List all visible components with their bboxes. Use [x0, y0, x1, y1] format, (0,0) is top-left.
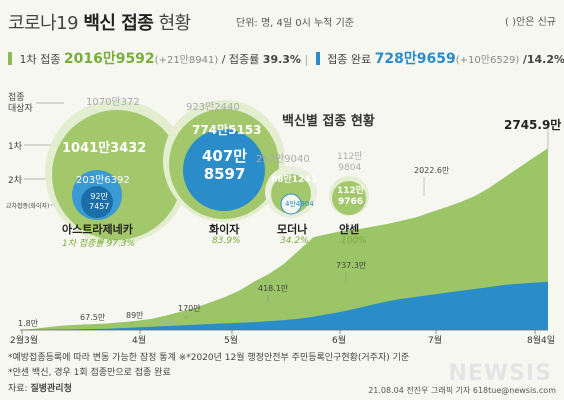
footnote-2: *얀센 백신, 경우 1회 접종만으로 접종 완료	[8, 368, 171, 378]
pfizer-second-value: 407만 8597	[202, 147, 248, 183]
page-title: 코로나19 백신 접종 현황	[8, 13, 191, 34]
full-dose-area	[20, 281, 548, 330]
az-first-value: 1041만3432	[62, 141, 147, 156]
annotation-label: 418.1만	[258, 284, 289, 293]
janssen-first-value: 112만 9766	[337, 186, 365, 207]
source-line: 자료: 질병관리청	[8, 384, 72, 394]
summary-line: 1차 접종 2016만9592(+21만8941) / 접종률 39.3% | …	[8, 48, 564, 68]
janssen-first-bubble	[332, 181, 366, 215]
moderna-second-value: 4만4904	[285, 200, 314, 208]
first-dose-label: 1차 접종	[19, 53, 61, 66]
x-tick-label: 8월4일	[527, 336, 556, 346]
first-dose-marker	[8, 52, 12, 65]
pfizer-rate: 83.9%	[212, 236, 241, 246]
chart-title: 백신별 접종 현황	[282, 114, 375, 129]
x-tick-label: 2월3월	[10, 336, 39, 346]
newsis-watermark: NEWSIS	[448, 361, 552, 386]
moderna-rate: 34.2%	[280, 236, 309, 246]
first-dose-rate: 39.3%	[262, 53, 301, 66]
x-tick-label: 6월	[332, 336, 347, 346]
az-name: 아스트라제네카	[62, 223, 133, 236]
full-dose-new: (+10만6529)	[455, 55, 520, 66]
az-cross-bubble	[81, 186, 113, 218]
janssen-rate: 100%	[341, 236, 367, 246]
x-tick-label: 5월	[224, 336, 239, 346]
annotation-label: 1.8만	[18, 319, 39, 328]
chart-x-axis	[20, 128, 549, 334]
first-dose-new: (+21만8941)	[154, 55, 219, 66]
unit-note: 단위: 명, 4일 0시 누적 기준	[236, 18, 354, 29]
moderna-name: 모더나	[277, 223, 308, 236]
az-cross-value: 92만 7457	[89, 192, 110, 211]
annotation-label: 2745.9만	[504, 118, 562, 132]
graphic-credit: 21.08.04 전진우 그래픽 기자 618tue@newsis.com	[368, 386, 556, 395]
first-dose-area	[20, 148, 548, 330]
first-dose-rate-label: / 접종률	[221, 53, 260, 66]
pfizer-second-bubble	[183, 129, 265, 211]
cumulative-area-chart	[20, 148, 548, 330]
az-rate: 1차 접종률 97.3%	[62, 239, 136, 249]
janssen-name: 얀센	[339, 223, 360, 236]
pfizer-name: 화이자	[209, 223, 240, 236]
x-tick-label: 7월	[428, 336, 443, 346]
full-dose-value: 728만9659	[374, 51, 456, 67]
annotation-label: 2022.6만	[414, 166, 450, 175]
x-tick-label: 4월	[132, 336, 147, 346]
moderna-second-bubble	[280, 193, 302, 215]
side-label-target: 접종 대상자	[8, 93, 33, 114]
footnote-1: *예방접종등록에 따라 변동 가능한 잠정 통계 ※*2020년 12월 행정안…	[8, 353, 410, 363]
janssen-target-value: 112만 9804	[337, 152, 363, 173]
moderna-first-value: 88만1241	[271, 175, 317, 185]
full-dose-rate: /14.2%	[522, 53, 564, 66]
annotation-label: 89만	[126, 311, 144, 320]
pfizer-target-value: 923만2440	[186, 102, 240, 113]
side-label-second: 2차	[8, 176, 23, 186]
first-dose-value: 2016만9592	[63, 51, 155, 67]
side-label-first: 1차	[8, 142, 23, 152]
side-label-cross: 교차접종(화이자)	[6, 203, 50, 210]
new-note: ( )안은 신규	[505, 17, 556, 28]
annotation-label: 67.5만	[80, 313, 106, 322]
az-target-value: 1070만372	[86, 97, 140, 108]
pfizer-first-value: 774만5153	[192, 123, 262, 137]
full-dose-marker	[315, 52, 320, 65]
annotation-label: 737.3만	[336, 261, 367, 270]
moderna-target-value: 257만9040	[256, 154, 310, 165]
annotation-label: 170만	[178, 304, 201, 313]
full-dose-label: 접종 완료	[327, 53, 372, 66]
summary-separator: |	[304, 53, 309, 66]
az-second-value: 203만6392	[76, 175, 130, 186]
